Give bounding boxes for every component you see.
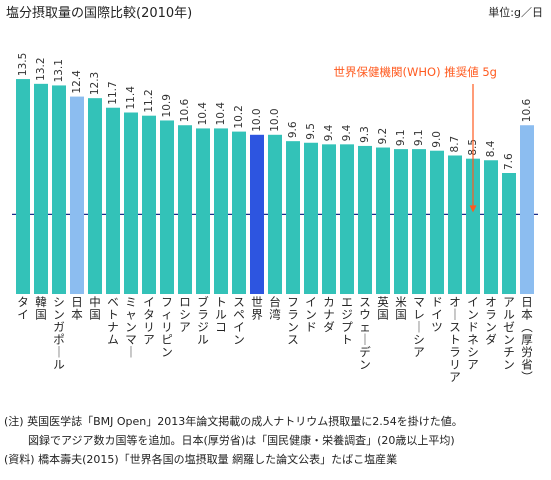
- category-label-23: ドイツ: [431, 295, 443, 334]
- value-label-3: 12.4: [71, 70, 83, 94]
- category-label-22: マレ｜シア: [413, 295, 425, 359]
- bar-28: [520, 125, 534, 294]
- value-label-13: 10.0: [251, 108, 263, 131]
- value-label-2: 13.1: [53, 59, 65, 82]
- category-label-6: ミャンマ｜: [125, 295, 137, 359]
- value-label-26: 8.4: [485, 140, 497, 157]
- bar-10: [196, 128, 210, 294]
- bar-5: [106, 107, 120, 294]
- category-label-14: 台湾: [269, 295, 281, 322]
- category-label-13: 世界: [251, 295, 263, 322]
- bar-6: [124, 112, 138, 294]
- category-label-3: 日本: [71, 295, 83, 322]
- bar-0: [16, 79, 30, 294]
- category-label-26: オランダ: [485, 295, 497, 347]
- bar-4: [88, 98, 102, 294]
- value-label-28: 10.6: [521, 99, 533, 123]
- category-label-18: エジプト: [341, 295, 353, 347]
- value-label-18: 9.4: [341, 124, 353, 141]
- value-label-22: 9.1: [413, 129, 425, 146]
- value-label-5: 11.7: [107, 81, 119, 104]
- bar-9: [178, 125, 192, 294]
- value-label-27: 7.6: [503, 153, 515, 170]
- category-label-15: フランス: [287, 295, 299, 347]
- category-label-10: ブラジル: [197, 295, 209, 347]
- chart-title: 塩分摂取量の国際比較(2010年): [6, 6, 193, 21]
- value-label-24: 8.7: [449, 136, 461, 153]
- category-label-21: 米国: [395, 295, 407, 322]
- category-label-7: イタリア: [143, 295, 155, 347]
- bar-23: [430, 150, 444, 294]
- category-label-25: インドネシア: [467, 295, 479, 372]
- value-label-8: 10.9: [161, 94, 173, 117]
- value-label-20: 9.2: [377, 128, 389, 145]
- category-label-19: スウェ｜デン: [359, 295, 371, 372]
- unit-label: 単位:g／日: [488, 6, 543, 19]
- bar-1: [34, 83, 48, 294]
- bar-11: [214, 128, 228, 294]
- source-line: (資料) 橋本壽夫(2015)「世界各国の塩摂取量 網羅した論文公表」たばこ塩産…: [4, 453, 398, 466]
- footnotes: (注) 英国医学誌「BMJ Open」2013年論文掲載の成人ナトリウム摂取量に…: [4, 412, 463, 469]
- value-label-12: 10.2: [233, 105, 245, 128]
- category-label-4: 中国: [89, 295, 101, 322]
- category-label-12: スペイン: [233, 295, 245, 347]
- bar-7: [142, 115, 156, 295]
- bar-17: [322, 144, 336, 294]
- bar-12: [232, 131, 246, 294]
- value-label-4: 12.3: [89, 72, 101, 95]
- value-label-16: 9.5: [305, 123, 317, 140]
- value-label-0: 13.5: [17, 53, 29, 76]
- bar-18: [340, 144, 354, 294]
- bar-24: [448, 155, 462, 294]
- bar-22: [412, 149, 426, 294]
- bar-14: [268, 134, 282, 294]
- bar-16: [304, 142, 318, 294]
- bar-19: [358, 145, 372, 294]
- bar-20: [376, 147, 390, 294]
- value-label-6: 11.4: [125, 86, 137, 110]
- category-label-27: アルゼンチン: [503, 295, 515, 372]
- category-label-2: シンガポ｜ル: [53, 295, 65, 372]
- bar-chart: 13.5 タイ 13.2 韓国 13.1 シンガポ｜ル 12.4 日本 12.3 中国 11.7 ベト…: [12, 53, 538, 384]
- bar-8: [160, 120, 174, 294]
- who-reference-label: 世界保健機関(WHO) 推奨値 5g: [334, 65, 497, 79]
- value-label-15: 9.6: [287, 121, 299, 138]
- bar-13: [250, 134, 264, 294]
- category-label-24: オ｜ストラリア: [449, 295, 461, 384]
- value-label-23: 9.0: [431, 131, 443, 148]
- bar-26: [484, 160, 498, 294]
- value-label-14: 10.0: [269, 108, 281, 131]
- category-label-8: フィリピン: [161, 295, 173, 359]
- category-label-17: カナダ: [323, 295, 335, 334]
- value-label-19: 9.3: [359, 126, 371, 143]
- value-label-10: 10.4: [197, 102, 209, 126]
- note-line-1: (注) 英国医学誌「BMJ Open」2013年論文掲載の成人ナトリウム摂取量に…: [4, 415, 463, 428]
- bar-25: [466, 158, 480, 294]
- category-label-5: ベトナム: [107, 295, 119, 347]
- value-label-7: 11.2: [143, 89, 155, 112]
- bar-2: [52, 85, 66, 295]
- category-label-11: トルコ: [215, 295, 227, 334]
- value-label-11: 10.4: [215, 102, 227, 126]
- category-label-9: ロシア: [179, 295, 191, 334]
- value-label-21: 9.1: [395, 129, 407, 146]
- bar-3: [70, 96, 84, 294]
- category-label-1: 韓国: [35, 295, 47, 322]
- bar-15: [286, 141, 300, 294]
- bar-27: [502, 173, 516, 294]
- who-arrow-head: [469, 205, 477, 213]
- value-label-17: 9.4: [323, 124, 335, 141]
- value-label-9: 10.6: [179, 99, 191, 123]
- note-line-2: 図録でアジア数カ国等を追加。日本(厚労省)は「国民健康・栄養調査」(20歳以上平…: [28, 434, 455, 447]
- category-label-0: タイ: [17, 295, 29, 322]
- category-label-20: 英国: [377, 295, 389, 322]
- category-label-16: インド: [305, 295, 317, 334]
- value-label-1: 13.2: [35, 57, 47, 80]
- category-label-28: 日本︵厚労省︶: [521, 295, 533, 384]
- bar-21: [394, 149, 408, 294]
